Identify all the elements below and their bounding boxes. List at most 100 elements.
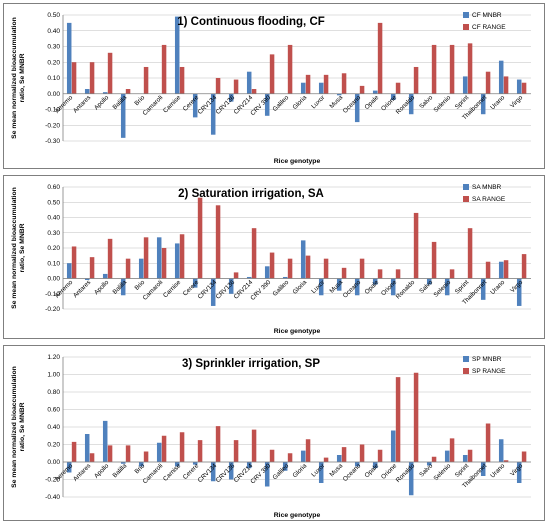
bar-range xyxy=(431,241,437,279)
legend-label: SA RANGE xyxy=(472,196,506,203)
bar-range xyxy=(395,269,401,279)
y-axis-label: Se mean normalized bioaccumulationratio,… xyxy=(11,187,26,309)
bar-mnbr xyxy=(264,266,270,279)
bar-range xyxy=(449,269,455,279)
y-tick-label: 0.50 xyxy=(47,199,60,206)
legend-label: SP RANGE xyxy=(472,368,506,375)
legend-swatch xyxy=(463,356,469,362)
bar-range xyxy=(467,228,473,279)
bar-range xyxy=(143,66,149,94)
bar-mnbr xyxy=(84,434,90,462)
chart-panel-2: -0.20 -0.10 0.00 0.10 0.20 0.30 0.40 0.50 0.60 Ae… xyxy=(3,175,545,339)
bar-mnbr xyxy=(516,79,522,94)
bar-range xyxy=(377,22,383,94)
bar-range xyxy=(197,197,203,279)
bar-range xyxy=(179,66,185,94)
bar-mnbr xyxy=(282,462,288,471)
bar-range xyxy=(71,441,77,462)
bar-range xyxy=(107,52,113,94)
bar-mnbr xyxy=(372,90,378,94)
bar-range xyxy=(287,453,293,462)
bar-mnbr xyxy=(390,430,396,462)
bar-range xyxy=(431,44,437,94)
bar-range xyxy=(125,445,131,462)
bar-mnbr xyxy=(120,462,126,464)
bar-range xyxy=(89,257,95,279)
bar-range xyxy=(377,269,383,279)
bar-range xyxy=(161,435,167,462)
bar-mnbr xyxy=(84,278,90,281)
bar-mnbr xyxy=(336,93,342,96)
bar-mnbr xyxy=(498,261,504,279)
bar-mnbr xyxy=(120,278,126,296)
bar-range xyxy=(215,205,221,279)
legend-label: SA MNBR xyxy=(472,184,502,191)
bar-mnbr xyxy=(300,82,306,94)
bar-range xyxy=(323,457,329,462)
bar-range xyxy=(395,377,401,462)
y-axis-label-line2: ratio, Se MNBR xyxy=(19,223,26,272)
bar-mnbr xyxy=(480,462,486,476)
bar-range xyxy=(323,74,329,94)
bar-mnbr xyxy=(192,93,198,118)
bar-mnbr xyxy=(390,278,396,296)
bar-range xyxy=(485,71,491,94)
bar-mnbr xyxy=(174,243,180,279)
bar-range xyxy=(143,451,149,462)
y-tick-label: -0.20 xyxy=(45,477,60,484)
bar-range xyxy=(89,453,95,462)
bar-range xyxy=(449,438,455,462)
bar-range xyxy=(323,258,329,279)
legend-label: CF RANGE xyxy=(472,24,506,31)
y-tick-label: -0.10 xyxy=(45,107,60,114)
y-tick-label: 0.00 xyxy=(47,276,60,283)
bar-mnbr xyxy=(516,462,522,483)
bar-range xyxy=(413,372,419,462)
y-tick-label: 0.40 xyxy=(47,28,60,35)
bar-mnbr xyxy=(210,93,216,135)
y-tick-label: 0.10 xyxy=(47,75,60,82)
bar-range xyxy=(89,62,95,94)
bar-range xyxy=(251,228,257,279)
y-tick-label: 0.60 xyxy=(47,184,60,191)
legend-swatch xyxy=(463,368,469,374)
bar-mnbr xyxy=(498,439,504,462)
bar-mnbr xyxy=(156,237,162,279)
bar-range xyxy=(179,432,185,462)
y-tick-label: -0.30 xyxy=(45,138,60,145)
y-axis-label-line2: ratio, Se MNBR xyxy=(19,402,26,451)
chart-title: 2) Saturation irrigation, SA xyxy=(178,188,324,200)
bar-mnbr xyxy=(408,93,414,115)
y-tick-label: 0.20 xyxy=(47,59,60,66)
bar-mnbr xyxy=(156,442,162,462)
bar-mnbr xyxy=(498,60,504,94)
bar-mnbr xyxy=(174,462,180,467)
legend-label: SP MNBR xyxy=(472,356,502,363)
bar-mnbr xyxy=(264,93,270,116)
bar-range xyxy=(251,89,257,94)
bar-range xyxy=(269,252,275,279)
bar-mnbr xyxy=(246,276,252,279)
bar-mnbr xyxy=(210,462,216,482)
chart-title: 3) Sprinkler irrigation, SP xyxy=(182,358,320,370)
bar-range xyxy=(341,267,347,279)
bar-mnbr xyxy=(516,278,522,306)
bar-range xyxy=(233,272,239,279)
y-axis-label: Se mean normalized bioaccumulationratio,… xyxy=(11,17,26,139)
bar-range xyxy=(359,444,365,462)
chart-panel-3: -0.40 -0.20 0.00 0.20 0.40 0.60 0.80 1.00 1.20 Ae… xyxy=(3,345,545,521)
bar-range xyxy=(233,440,239,462)
bar-range xyxy=(161,248,167,279)
x-axis-label: Rice genotype xyxy=(274,158,321,165)
bar-mnbr xyxy=(264,462,270,487)
bar-mnbr xyxy=(246,71,252,94)
bar-range xyxy=(449,44,455,94)
bar-range xyxy=(503,260,509,279)
bar-mnbr xyxy=(462,76,468,94)
bar-mnbr xyxy=(66,462,72,473)
chart-cf: -0.30-0.20-0.100.000.100.200.300.400.50A… xyxy=(3,3,545,169)
chart-panel-1: -0.30 -0.20 -0.10 0.00 0.10 0.20 0.30 0.40 0.50 A… xyxy=(3,3,545,169)
bar-mnbr xyxy=(282,276,288,279)
y-tick-label: 0.30 xyxy=(47,44,60,51)
y-tick-label: 1.00 xyxy=(47,372,60,379)
